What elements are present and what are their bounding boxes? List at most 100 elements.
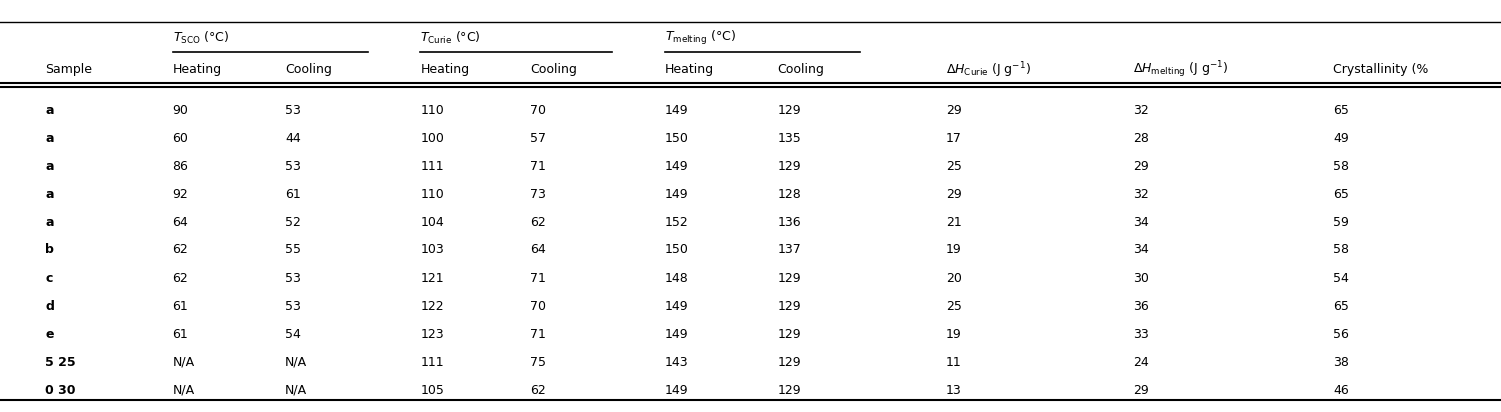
Text: 136: 136 [778,215,802,229]
Text: 62: 62 [173,272,188,285]
Text: 111: 111 [420,356,444,368]
Text: 57: 57 [530,131,546,145]
Text: 29: 29 [946,187,961,201]
Text: 58: 58 [1333,243,1349,257]
Text: e: e [45,328,54,340]
Text: 11: 11 [946,356,961,368]
Text: Sample: Sample [45,63,92,77]
Text: 100: 100 [420,131,444,145]
Text: 34: 34 [1133,243,1148,257]
Text: 24: 24 [1133,356,1148,368]
Text: 56: 56 [1333,328,1349,340]
Text: 53: 53 [285,159,302,173]
Text: 110: 110 [420,103,444,117]
Text: 152: 152 [665,215,689,229]
Text: 123: 123 [420,328,444,340]
Text: 58: 58 [1333,159,1349,173]
Text: b: b [45,243,54,257]
Text: 148: 148 [665,272,689,285]
Text: 75: 75 [530,356,546,368]
Text: 53: 53 [285,300,302,312]
Text: 70: 70 [530,300,546,312]
Text: 20: 20 [946,272,962,285]
Text: 19: 19 [946,243,961,257]
Text: 92: 92 [173,187,188,201]
Text: 90: 90 [173,103,189,117]
Text: 143: 143 [665,356,689,368]
Text: 111: 111 [420,159,444,173]
Text: 149: 149 [665,328,689,340]
Text: 53: 53 [285,103,302,117]
Text: 64: 64 [173,215,188,229]
Text: Cooling: Cooling [530,63,576,77]
Text: 121: 121 [420,272,444,285]
Text: 33: 33 [1133,328,1148,340]
Text: 149: 149 [665,103,689,117]
Text: N/A: N/A [285,356,308,368]
Text: 29: 29 [1133,159,1148,173]
Text: 129: 129 [778,103,802,117]
Text: 62: 62 [173,243,188,257]
Text: N/A: N/A [173,356,195,368]
Text: 150: 150 [665,131,689,145]
Text: 36: 36 [1133,300,1148,312]
Text: 53: 53 [285,272,302,285]
Text: 61: 61 [173,328,188,340]
Text: N/A: N/A [285,384,308,396]
Text: 150: 150 [665,243,689,257]
Text: 13: 13 [946,384,961,396]
Text: 73: 73 [530,187,546,201]
Text: 38: 38 [1333,356,1349,368]
Text: 122: 122 [420,300,444,312]
Text: 62: 62 [530,215,545,229]
Text: 129: 129 [778,328,802,340]
Text: 55: 55 [285,243,302,257]
Text: 65: 65 [1333,187,1349,201]
Text: 46: 46 [1333,384,1348,396]
Text: 104: 104 [420,215,444,229]
Text: $T_{\mathrm{SCO}}$ (°C): $T_{\mathrm{SCO}}$ (°C) [173,30,228,46]
Text: 25: 25 [946,159,962,173]
Text: $\Delta H_{\mathrm{melting}}$ (J g$^{-1}$): $\Delta H_{\mathrm{melting}}$ (J g$^{-1}… [1133,60,1228,80]
Text: 29: 29 [1133,384,1148,396]
Text: 61: 61 [285,187,300,201]
Text: 110: 110 [420,187,444,201]
Text: 103: 103 [420,243,444,257]
Text: 64: 64 [530,243,545,257]
Text: $\Delta H_{\mathrm{Curie}}$ (J g$^{-1}$): $\Delta H_{\mathrm{Curie}}$ (J g$^{-1}$) [946,60,1031,80]
Text: a: a [45,159,54,173]
Text: Heating: Heating [173,63,222,77]
Text: 30: 30 [1133,272,1150,285]
Text: 25: 25 [946,300,962,312]
Text: 17: 17 [946,131,962,145]
Text: 137: 137 [778,243,802,257]
Text: 32: 32 [1133,103,1148,117]
Text: 129: 129 [778,159,802,173]
Text: 128: 128 [778,187,802,201]
Text: 86: 86 [173,159,189,173]
Text: a: a [45,103,54,117]
Text: d: d [45,300,54,312]
Text: 59: 59 [1333,215,1349,229]
Text: 21: 21 [946,215,961,229]
Text: 149: 149 [665,300,689,312]
Text: Crystallinity (%: Crystallinity (% [1333,63,1429,77]
Text: Heating: Heating [665,63,714,77]
Text: 28: 28 [1133,131,1150,145]
Text: 129: 129 [778,384,802,396]
Text: a: a [45,187,54,201]
Text: N/A: N/A [173,384,195,396]
Text: $T_{\mathrm{Curie}}$ (°C): $T_{\mathrm{Curie}}$ (°C) [420,30,480,46]
Text: 149: 149 [665,159,689,173]
Text: 19: 19 [946,328,961,340]
Text: Cooling: Cooling [778,63,824,77]
Text: 129: 129 [778,272,802,285]
Text: 105: 105 [420,384,444,396]
Text: 129: 129 [778,300,802,312]
Text: 71: 71 [530,328,546,340]
Text: Heating: Heating [420,63,470,77]
Text: 149: 149 [665,384,689,396]
Text: 60: 60 [173,131,189,145]
Text: 70: 70 [530,103,546,117]
Text: 129: 129 [778,356,802,368]
